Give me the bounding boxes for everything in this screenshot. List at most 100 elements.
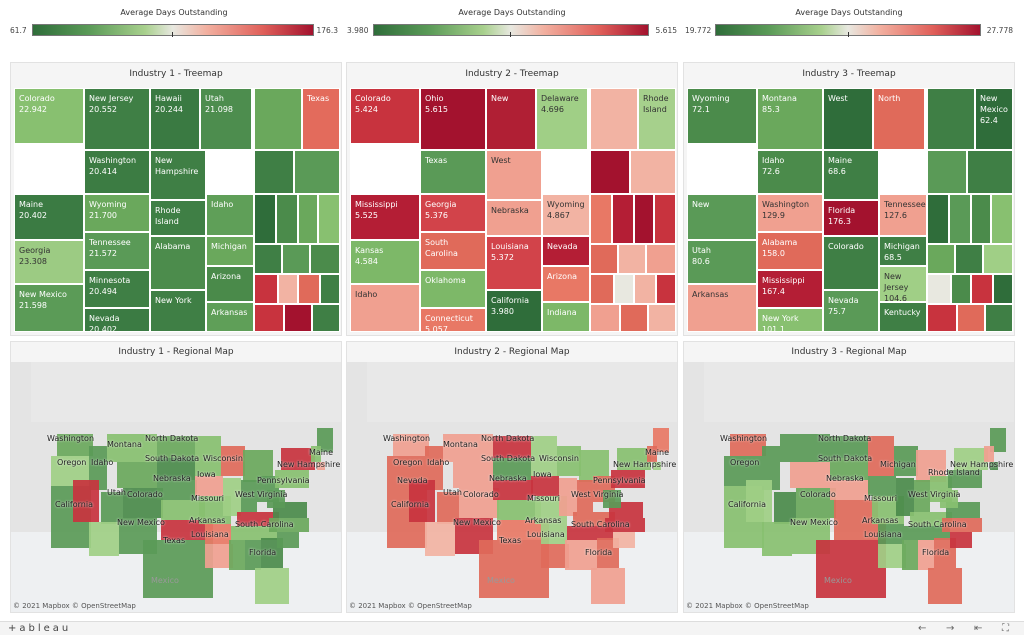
treemap-cell[interactable]: Nevada 75.7: [823, 290, 879, 332]
state-region[interactable]: [878, 524, 904, 544]
treemap-cell[interactable]: [320, 274, 340, 304]
treemap-cell[interactable]: [951, 274, 971, 304]
undo-button[interactable]: ←: [918, 623, 927, 634]
treemap-cell[interactable]: [590, 244, 618, 274]
treemap-cell[interactable]: [590, 274, 614, 304]
treemap-cell[interactable]: Colorado: [823, 236, 879, 290]
treemap-cell[interactable]: [927, 194, 949, 244]
state-region[interactable]: [611, 470, 645, 488]
treemap-cell[interactable]: [955, 244, 983, 274]
treemap-cell[interactable]: [254, 304, 284, 332]
treemap-cell[interactable]: [318, 194, 340, 244]
state-region[interactable]: [541, 544, 569, 568]
treemap-cell[interactable]: Ohio 5.615: [420, 88, 486, 150]
treemap-cell[interactable]: Arizona: [206, 266, 254, 302]
treemap-cell[interactable]: New York 101.1: [757, 308, 823, 332]
treemap-cell[interactable]: Wyoming 72.1: [687, 88, 757, 144]
treemap-cell[interactable]: [991, 194, 1013, 244]
state-region[interactable]: [896, 478, 914, 516]
treemap-industry-2[interactable]: Colorado 5.424 Ohio 5.615 New Delaware 4.69…: [350, 88, 676, 332]
treemap-cell[interactable]: [927, 88, 975, 150]
state-region[interactable]: [205, 524, 231, 544]
state-region[interactable]: [730, 434, 766, 456]
map-attribution[interactable]: © 2021 Mapbox © OpenStreetMap: [349, 602, 472, 610]
treemap-cell[interactable]: [310, 244, 340, 274]
state-region[interactable]: [459, 488, 499, 518]
treemap-cell[interactable]: [630, 150, 676, 194]
state-region[interactable]: [928, 568, 962, 604]
state-region[interactable]: [830, 480, 870, 500]
state-region[interactable]: [157, 458, 195, 480]
state-region[interactable]: [277, 532, 299, 548]
treemap-cell[interactable]: [254, 88, 302, 150]
treemap-cell[interactable]: Nevada: [542, 236, 590, 266]
state-region[interactable]: [613, 532, 635, 548]
state-region[interactable]: [479, 540, 549, 598]
state-region[interactable]: [565, 540, 581, 570]
state-region[interactable]: [990, 462, 998, 470]
treemap-cell[interactable]: West: [823, 88, 873, 150]
legend-color-bar[interactable]: [32, 24, 314, 36]
state-region[interactable]: [780, 434, 830, 462]
state-region[interactable]: [425, 522, 455, 556]
state-region[interactable]: [453, 462, 493, 488]
treemap-cell[interactable]: New Jersey 20.552: [84, 88, 150, 150]
treemap-cell[interactable]: Nebraska: [486, 200, 542, 236]
map-attribution[interactable]: © 2021 Mapbox © OpenStreetMap: [13, 602, 136, 610]
state-region[interactable]: [577, 480, 593, 512]
state-region[interactable]: [904, 526, 950, 540]
treemap-cell[interactable]: [618, 244, 646, 274]
treemap-cell[interactable]: New Mexico 21.598: [14, 284, 84, 332]
state-region[interactable]: [894, 446, 918, 476]
state-region[interactable]: [161, 520, 213, 540]
state-region[interactable]: [497, 500, 541, 520]
state-region[interactable]: [834, 500, 878, 520]
treemap-cell[interactable]: Oklahoma: [420, 270, 486, 308]
treemap-cell[interactable]: Texas: [420, 150, 486, 194]
state-region[interactable]: [195, 436, 221, 476]
treemap-cell[interactable]: [927, 304, 957, 332]
treemap-cell[interactable]: North: [873, 88, 925, 150]
state-region[interactable]: [107, 434, 157, 462]
state-region[interactable]: [950, 532, 972, 548]
treemap-cell[interactable]: [590, 88, 638, 150]
treemap-cell[interactable]: Washington 129.9: [757, 194, 823, 232]
treemap-cell[interactable]: [612, 194, 634, 244]
state-region[interactable]: [990, 428, 1006, 452]
regional-map-industry-3[interactable]: Washington North Dakota Oregon South Dakota…: [684, 362, 1014, 612]
treemap-cell[interactable]: [298, 194, 318, 244]
treemap-cell[interactable]: [590, 150, 630, 194]
state-region[interactable]: [237, 512, 279, 526]
state-region[interactable]: [57, 434, 93, 456]
state-region[interactable]: [581, 540, 597, 570]
state-region[interactable]: [317, 428, 333, 452]
treemap-cell[interactable]: Wyoming 21.700: [84, 194, 150, 232]
state-region[interactable]: [275, 470, 309, 488]
treemap-cell[interactable]: Florida 176.3: [823, 200, 879, 236]
legend-color-bar[interactable]: [373, 24, 649, 36]
treemap-cell[interactable]: [971, 194, 991, 244]
state-region[interactable]: [241, 480, 257, 512]
state-region[interactable]: [910, 512, 952, 526]
regional-map-industry-1[interactable]: Washington Montana North Dakota Maine Oregon…: [11, 362, 341, 612]
treemap-cell[interactable]: Rhode Island: [638, 88, 676, 150]
regional-map-industry-2[interactable]: Washington Montana North Dakota Maine Oregon…: [347, 362, 677, 612]
treemap-cell[interactable]: [654, 194, 676, 244]
state-region[interactable]: [409, 480, 435, 522]
treemap-cell[interactable]: [590, 304, 620, 332]
treemap-cell[interactable]: Minnesota 20.494: [84, 270, 150, 308]
treemap-cell[interactable]: New Jersey 104.6: [879, 266, 927, 303]
state-region[interactable]: [393, 434, 429, 456]
state-region[interactable]: [267, 490, 285, 508]
treemap-cell[interactable]: [634, 274, 656, 304]
state-region[interactable]: [73, 480, 99, 522]
treemap-cell[interactable]: [634, 194, 654, 244]
state-region[interactable]: [157, 436, 195, 458]
state-region[interactable]: [914, 480, 930, 512]
state-region[interactable]: [878, 544, 906, 568]
treemap-cell[interactable]: [284, 304, 312, 332]
state-region[interactable]: [541, 524, 567, 544]
state-region[interactable]: [591, 568, 625, 604]
treemap-cell[interactable]: Alabama: [150, 236, 206, 290]
treemap-cell[interactable]: [254, 244, 282, 274]
